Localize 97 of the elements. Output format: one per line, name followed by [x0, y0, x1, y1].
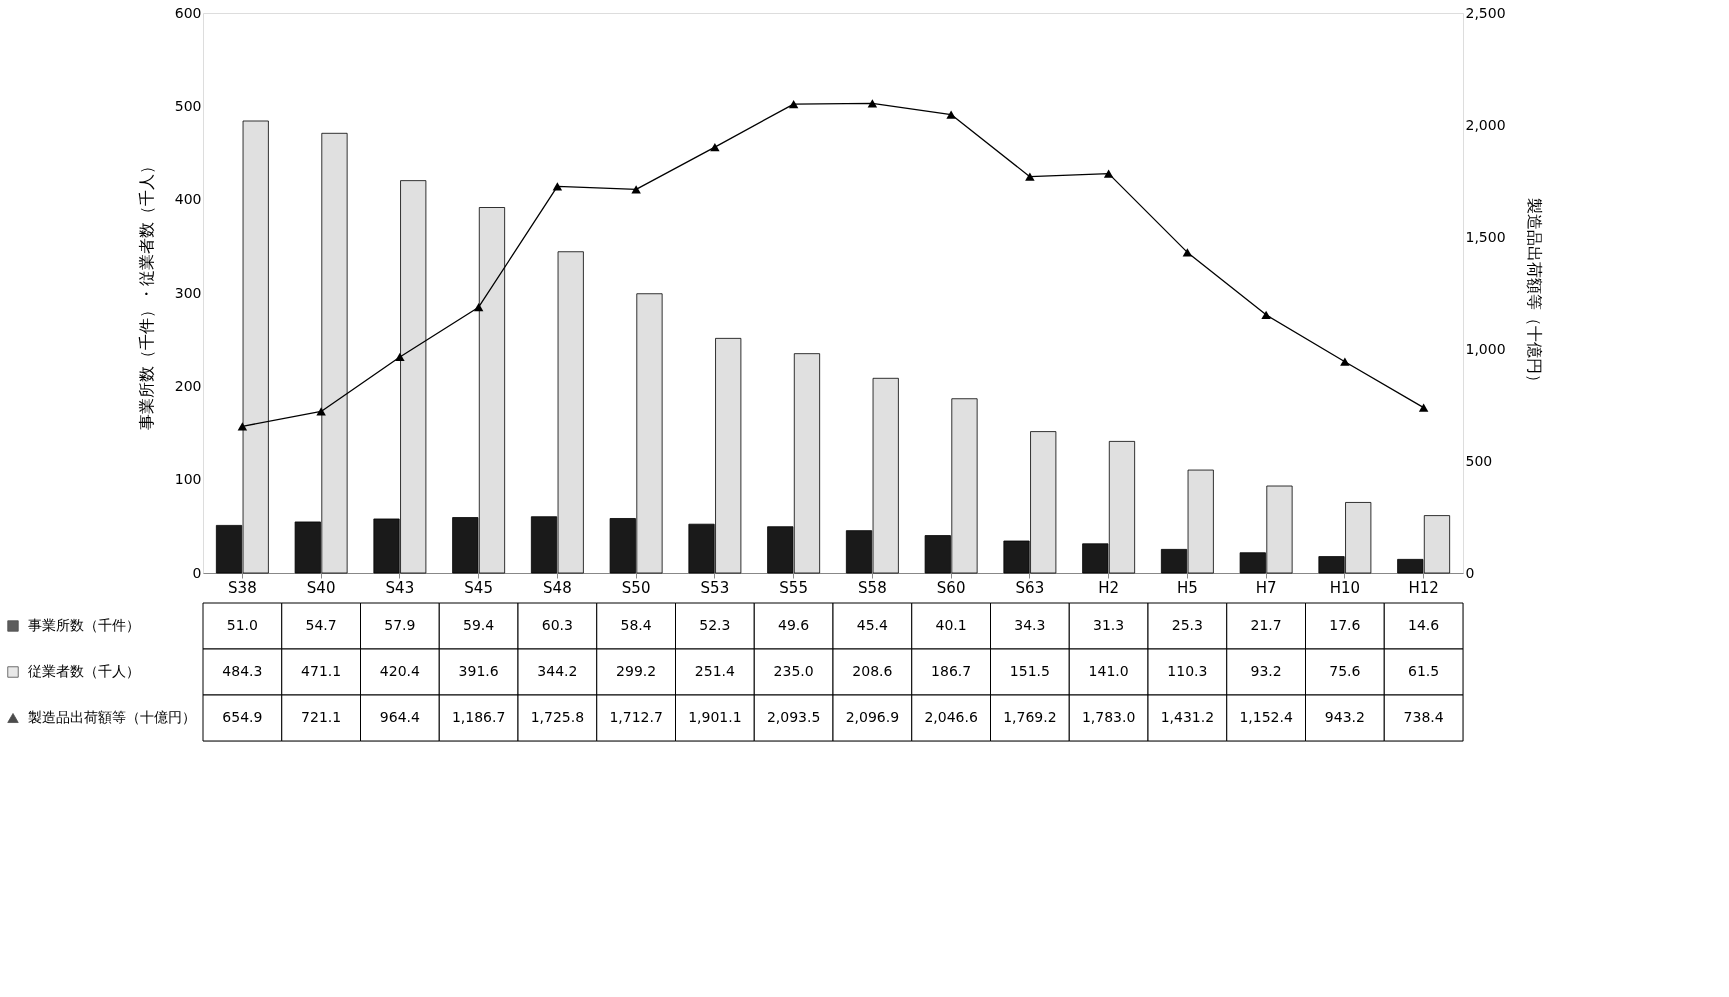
data-label: 964.4 [379, 709, 420, 725]
data-label: 721.1 [301, 709, 342, 725]
data-label: 1,901.1 [688, 709, 742, 725]
y-tick-label: 300 [174, 284, 202, 301]
data-label: 57.9 [384, 617, 416, 633]
data-label: 344.2 [537, 663, 578, 679]
y2-tick-label: 500 [1465, 452, 1493, 469]
point [1418, 403, 1429, 412]
x-tick-label: S53 [700, 578, 730, 597]
y2-tick-label: 2,000 [1465, 116, 1506, 133]
y-tick-label: 0 [192, 564, 202, 581]
y-tick-label: 400 [174, 191, 202, 208]
data-label: 45.4 [856, 617, 889, 633]
data-label: 1,783.0 [1081, 709, 1136, 725]
y2-tick-label: 0 [1465, 564, 1475, 581]
x-tick-label: H5 [1176, 578, 1198, 597]
data-label: 60.3 [541, 617, 573, 633]
x-tick-label: S50 [621, 578, 651, 597]
data-label: 484.3 [222, 663, 263, 679]
data-label: 52.3 [699, 617, 731, 633]
data-label: 1,152.4 [1239, 709, 1293, 725]
data-label: 49.6 [778, 617, 810, 633]
x-tick-label: S60 [936, 578, 966, 597]
x-tick-label: H2 [1098, 578, 1120, 597]
y-tick-label: 200 [174, 377, 202, 394]
x-tick-label: S43 [385, 578, 415, 597]
data-label: 93.2 [1250, 663, 1282, 679]
point [1182, 248, 1193, 257]
x-tick-label: S55 [779, 578, 808, 597]
data-label: 1,769.2 [1003, 709, 1057, 725]
x-tick-label: S38 [228, 578, 257, 597]
point [473, 303, 484, 312]
x-tick-label: H10 [1329, 578, 1361, 597]
point [1103, 169, 1114, 178]
data-label: 21.7 [1250, 617, 1282, 633]
data-label: 299.2 [616, 663, 657, 679]
point [710, 143, 720, 152]
data-label: 151.5 [1009, 663, 1050, 679]
y-tick-label: 600 [174, 4, 202, 21]
point [1025, 172, 1035, 181]
data-label: 1,431.2 [1160, 709, 1215, 725]
data-label: 186.7 [931, 663, 972, 679]
x-tick-label: S63 [1015, 578, 1045, 597]
point [395, 352, 405, 362]
data-label: 1,186.7 [451, 709, 506, 725]
data-label: 235.0 [773, 663, 814, 679]
data-label: 208.6 [852, 663, 893, 679]
data-label: 471.1 [301, 663, 342, 679]
data-label: 25.3 [1171, 617, 1203, 633]
data-label: 943.2 [1324, 709, 1365, 725]
legend-label: 従業者数（千人） [28, 663, 140, 679]
data-label: 34.3 [1014, 617, 1046, 633]
point [1261, 310, 1271, 319]
x-tick-label: S40 [306, 578, 336, 597]
data-label: 738.4 [1403, 709, 1444, 725]
y2-tick-label: 1,500 [1465, 228, 1506, 245]
data-label: 40.1 [935, 617, 967, 633]
y-axis-title: 事業所数（千件）・従業者数（千人） [136, 157, 156, 430]
x-tick-label: S58 [858, 578, 887, 597]
point [316, 407, 326, 416]
point [788, 99, 799, 109]
data-label: 51.0 [226, 617, 258, 633]
point [1340, 357, 1350, 366]
data-label: 2,046.6 [924, 709, 978, 725]
data-label: 654.9 [222, 709, 263, 725]
data-label: 1,712.7 [609, 709, 663, 725]
y2-axis-title: 製造品出荷額等（十億円） [1524, 197, 1544, 390]
y2-tick-label: 2,500 [1465, 4, 1506, 21]
x-tick-label: S45 [464, 578, 493, 597]
point [237, 422, 248, 431]
x-tick-label: H7 [1255, 578, 1277, 597]
point [946, 110, 956, 119]
data-label: 251.4 [694, 663, 735, 679]
y-tick-label: 500 [174, 97, 202, 114]
data-label: 420.4 [379, 663, 420, 679]
x-tick-label: H12 [1408, 578, 1439, 597]
y2-tick-label: 1,000 [1465, 340, 1506, 357]
data-label: 59.4 [463, 617, 495, 633]
data-label: 17.6 [1329, 617, 1361, 633]
legend-label: 事業所数（千件） [28, 617, 140, 633]
data-label: 2,093.5 [766, 709, 821, 725]
data-label: 54.7 [305, 617, 337, 633]
data-label: 1,725.8 [530, 709, 585, 725]
data-label: 14.6 [1408, 617, 1440, 633]
legend-label: 製造品出荷額等（十億円） [28, 709, 196, 725]
data-label: 110.3 [1167, 663, 1208, 679]
data-label: 61.5 [1408, 663, 1440, 679]
data-label: 391.6 [458, 663, 499, 679]
data-label: 141.0 [1088, 663, 1129, 679]
data-label: 31.3 [1093, 617, 1125, 633]
data-label: 58.4 [620, 617, 652, 633]
x-tick-label: S48 [543, 578, 572, 597]
point [552, 182, 563, 191]
data-label: 2,096.9 [845, 709, 900, 725]
y-tick-label: 100 [174, 471, 202, 488]
data-label: 75.6 [1329, 663, 1361, 679]
point [867, 99, 878, 108]
